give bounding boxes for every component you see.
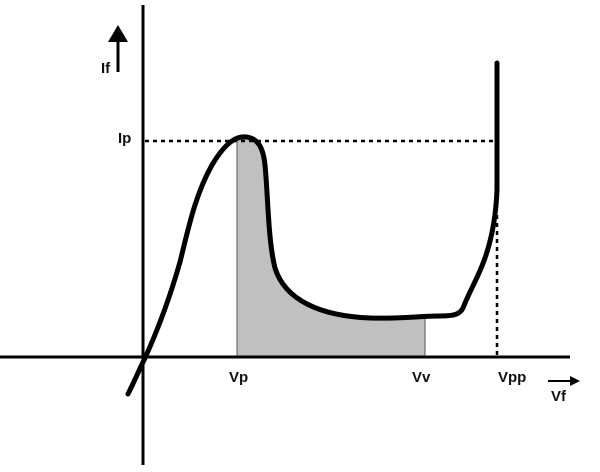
iv-curve [125, 60, 500, 397]
if-arrow-head [108, 25, 128, 42]
vf-arrow-head [570, 376, 580, 386]
x-axis-label: Vf [551, 388, 567, 405]
vp-label: Vp [229, 369, 248, 386]
vv-label: Vv [412, 369, 431, 386]
y-axis-label: If [101, 60, 111, 77]
vpp-label: Vpp [498, 369, 526, 386]
ip-label: Ip [118, 130, 131, 147]
